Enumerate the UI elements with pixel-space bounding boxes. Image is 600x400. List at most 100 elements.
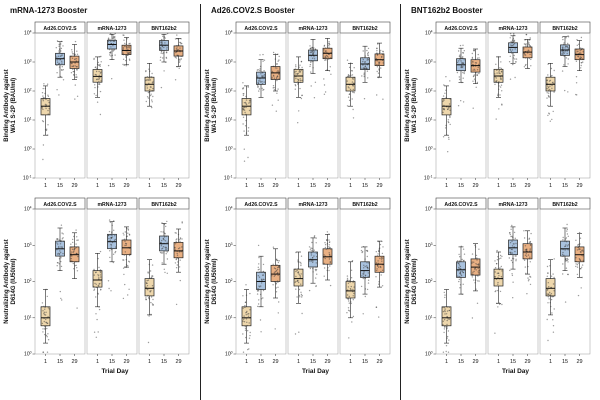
y-tick-label: 103	[225, 242, 233, 249]
x-tick-label: 1	[245, 183, 248, 189]
boxplot-day-15	[256, 244, 266, 333]
x-tick-label: 15	[161, 359, 167, 365]
x-tick-label: 29	[524, 359, 530, 365]
boxplot-day-29	[121, 226, 132, 300]
x-tick-label: 1	[148, 183, 151, 189]
subpanel-BNT162b2: BNT162b2 1 15 29	[138, 21, 190, 189]
y-tick-label: 100	[24, 146, 32, 153]
x-tick-label: 29	[324, 183, 330, 189]
y-tick-label: 102	[225, 278, 233, 285]
y-axis-label: Neutralizing Antibody against	[4, 239, 10, 323]
y-tick-label: 101	[225, 117, 233, 124]
x-tick-label: 29	[123, 359, 129, 365]
y-axis-label: WA1 S-2P (BAU/ml)	[11, 78, 17, 133]
x-tick-label: 1	[297, 359, 300, 365]
subpanel-header-label: Ad26.COV2.S	[43, 202, 77, 208]
x-tick-label: 1	[96, 183, 99, 189]
neutralizing-antibody-panel: Neutralizing Antibody against D614G (IU50…	[203, 196, 398, 372]
boxplot-day-1	[92, 250, 103, 338]
subpanel-header-label: mRNA-1273	[498, 26, 527, 32]
x-tick-label: 1	[245, 359, 248, 365]
subpanel-mRNA-1273: mRNA-1273 1 15 29	[86, 197, 138, 365]
x-tick-label: 1	[497, 183, 500, 189]
x-tick-label: 1	[297, 183, 300, 189]
y-tick-label: 100	[24, 351, 32, 358]
subpanel-header-label: mRNA-1273	[298, 26, 327, 32]
x-tick-label: 15	[458, 183, 464, 189]
boxplot-day-29	[522, 230, 533, 295]
x-tick-label: 29	[123, 183, 129, 189]
boxplot-day-1	[40, 288, 51, 353]
subpanel-mRNA-1273: mRNA-1273 1 15 29	[487, 21, 539, 189]
binding-antibody-panel: Binding Antibody against WA1 S-2P (BAU/ml…	[403, 20, 598, 196]
y-tick-label: 101	[425, 117, 433, 124]
x-tick-label: 29	[71, 359, 77, 365]
x-tick-label: 1	[349, 183, 352, 189]
y-tick-label: 100	[425, 146, 433, 153]
y-tick-label: 103	[24, 59, 32, 66]
x-axis-label: Trial Day	[501, 368, 530, 375]
x-tick-label: 1	[497, 359, 500, 365]
boxplot-day-29	[322, 231, 333, 287]
boxplot-day-15	[508, 224, 518, 299]
x-tick-label: 15	[57, 359, 63, 365]
boxplot-day-15	[159, 220, 169, 274]
x-tick-label: 1	[44, 359, 47, 365]
x-tick-label: 15	[258, 359, 264, 365]
y-tick-label: 102	[24, 278, 32, 285]
boxplot-day-15	[308, 39, 318, 99]
y-axis-label: D614G (IU50/ml)	[212, 258, 218, 304]
subpanel-header-label: BNT162b2	[552, 202, 577, 208]
boxplot-day-15	[456, 44, 466, 107]
boxplot-day-29	[470, 243, 481, 319]
subpanel-header-label: Ad26.COV2.S	[43, 26, 77, 32]
boxplot-day-1	[493, 249, 504, 334]
x-tick-label: 15	[258, 183, 264, 189]
boxplot-day-15	[107, 32, 117, 80]
boxplot-day-29	[173, 221, 184, 306]
y-axis-label: Neutralizing Antibody against	[205, 239, 211, 323]
y-axis-label: Neutralizing Antibody against	[405, 239, 411, 323]
subpanel-header-label: mRNA-1273	[97, 26, 126, 32]
boxplot-day-15	[107, 219, 117, 292]
panel-chart-svg: Neutralizing Antibody against D614G (IU50…	[205, 197, 391, 365]
booster-column-mrna1273: mRNA-1273 Booster Binding Antibody again…	[0, 4, 200, 400]
subpanel-Ad26.COV2.S: Ad26.COV2.S 1 15 29	[435, 197, 487, 365]
y-tick-label: 104	[24, 30, 32, 37]
x-tick-label: 29	[472, 359, 478, 365]
subpanel-header-label: Ad26.COV2.S	[244, 26, 278, 32]
y-tick-label: 103	[24, 242, 32, 249]
boxplot-day-1	[345, 59, 356, 119]
y-tick-label: 101	[225, 315, 233, 322]
x-tick-label: 29	[376, 359, 382, 365]
subpanel-mRNA-1273: mRNA-1273 1 15 29	[287, 21, 339, 189]
x-tick-label: 29	[524, 183, 530, 189]
x-tick-label: 29	[272, 359, 278, 365]
y-tick-label: 101	[425, 315, 433, 322]
x-tick-label: 1	[549, 183, 552, 189]
subpanel-Ad26.COV2.S: Ad26.COV2.S 1 15 29	[34, 197, 86, 365]
booster-column-bnt162b2: BNT162b2 Booster Binding Antibody agains…	[400, 4, 600, 400]
y-axis-label: D614G (IU50/ml)	[412, 258, 418, 304]
booster-column-ad26: Ad26.COV2.S Booster Binding Antibody aga…	[200, 4, 400, 400]
x-tick-label: 1	[549, 359, 552, 365]
y-tick-label: 101	[24, 117, 32, 124]
boxplot-day-1	[545, 258, 556, 342]
subpanel-header-label: Ad26.COV2.S	[444, 26, 478, 32]
boxplot-day-29	[470, 48, 481, 109]
y-axis-label: WA1 S-2P (BAU/ml)	[412, 78, 418, 133]
x-tick-label: 29	[576, 183, 582, 189]
subpanel-header-label: BNT162b2	[552, 26, 577, 32]
x-tick-label: 29	[175, 359, 181, 365]
x-tick-label: 29	[376, 183, 382, 189]
subpanel-header-label: mRNA-1273	[298, 202, 327, 208]
y-tick-label: 104	[425, 30, 433, 37]
boxplot-day-1	[345, 260, 356, 339]
y-axis-label: WA1 S-2P (BAU/ml)	[212, 78, 218, 133]
y-tick-label: 103	[225, 59, 233, 66]
x-axis-label: Trial Day	[301, 368, 330, 375]
x-tick-label: 29	[175, 183, 181, 189]
boxplot-day-29	[574, 36, 585, 96]
boxplot-day-15	[256, 53, 266, 98]
subpanel-header-label: BNT162b2	[151, 26, 176, 32]
